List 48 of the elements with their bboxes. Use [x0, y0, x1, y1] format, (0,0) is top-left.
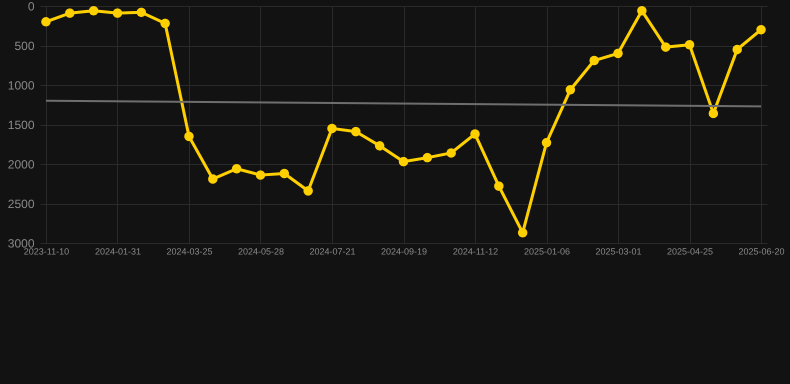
point — [494, 181, 504, 191]
point — [684, 40, 694, 50]
x-tick-label: 2024-07-21 — [309, 246, 356, 256]
point — [660, 42, 670, 52]
point — [160, 18, 170, 28]
x-tick-label: 2025-04-25 — [667, 246, 714, 256]
point — [613, 48, 623, 58]
point — [41, 17, 51, 27]
x-tick-label: 2025-06-20 — [738, 246, 785, 256]
x-tick-label: 2024-09-19 — [380, 246, 428, 256]
point — [422, 152, 432, 162]
point — [280, 168, 290, 178]
point — [446, 148, 456, 158]
point — [518, 228, 528, 238]
point — [470, 129, 480, 139]
point — [351, 126, 361, 136]
point — [637, 6, 647, 16]
point — [732, 44, 742, 54]
point — [136, 8, 146, 18]
x-tick-label: 2024-03-25 — [166, 246, 212, 256]
y-tick-label: 500 — [14, 39, 35, 53]
x-tick-label: 2025-01-06 — [524, 246, 570, 256]
y-tick-label: 0 — [28, 0, 35, 14]
point — [184, 132, 194, 142]
y-tick-label: 1000 — [8, 78, 35, 92]
point — [208, 174, 218, 184]
x-tick-label: 2025-03-01 — [596, 246, 642, 256]
point — [88, 6, 98, 16]
point — [327, 124, 337, 134]
point — [374, 141, 384, 151]
point — [65, 8, 75, 18]
point — [398, 156, 408, 166]
point — [756, 24, 766, 34]
y-tick-label: 2500 — [8, 197, 35, 211]
point — [708, 108, 718, 118]
y-tick-label: 2000 — [8, 158, 35, 172]
point — [542, 138, 552, 148]
point — [566, 85, 576, 94]
point — [303, 186, 313, 196]
point — [589, 56, 599, 66]
point — [232, 164, 242, 174]
x-tick-label: 2023-11-10 — [24, 246, 70, 256]
x-tick-label: 2024-05-28 — [238, 246, 284, 256]
point — [256, 170, 266, 180]
y-tick-label: 1500 — [8, 118, 35, 132]
point — [112, 8, 122, 18]
x-tick-label: 2024-11-12 — [452, 246, 498, 256]
x-tick-label: 2024-01-31 — [94, 246, 141, 256]
